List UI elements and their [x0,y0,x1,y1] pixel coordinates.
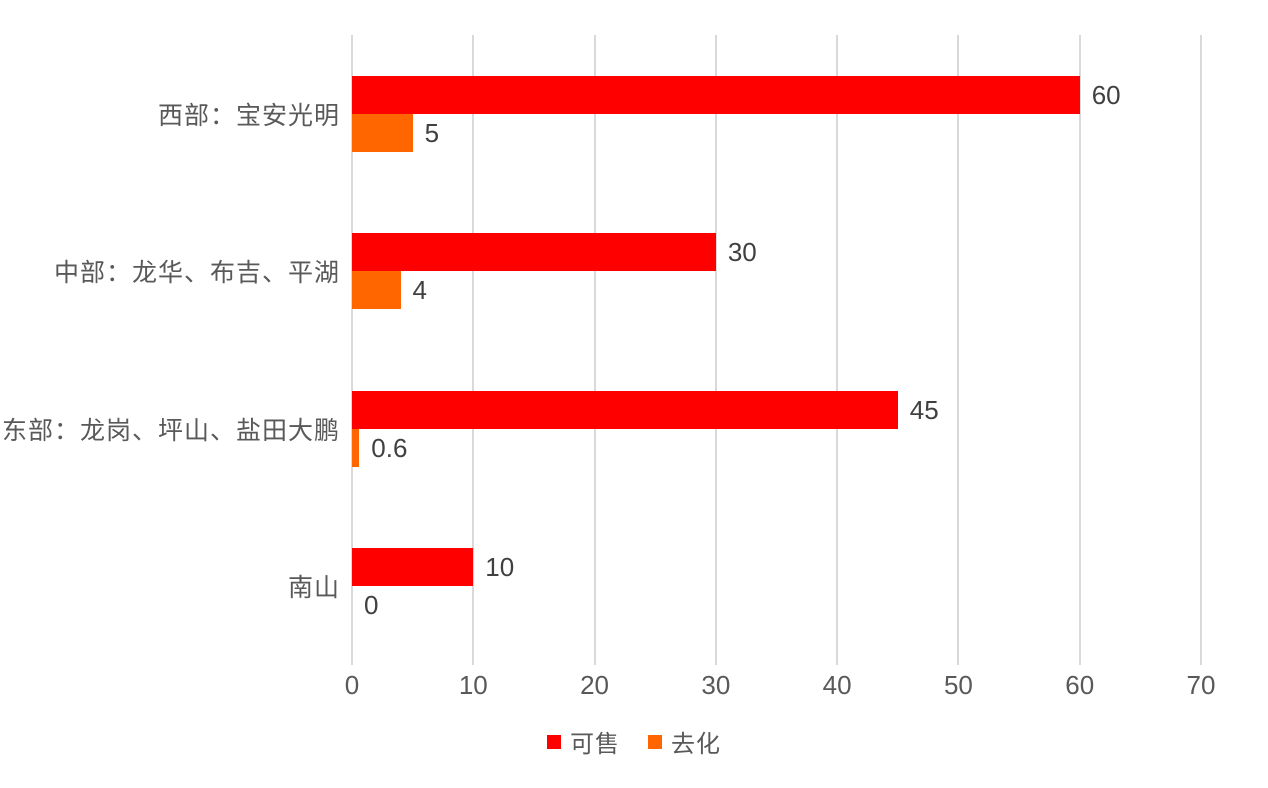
x-tick-label: 0 [344,670,360,700]
gridline [1078,35,1081,665]
x-tick-label: 10 [458,670,488,700]
x-tick-label: 50 [943,670,973,700]
data-label: 45 [909,394,939,425]
x-tick-label: 60 [1065,670,1095,700]
bar-absorption [352,271,401,310]
gridline [472,35,475,665]
data-label: 60 [1091,79,1121,110]
data-label: 30 [727,237,757,268]
gridline [1200,35,1202,665]
bar-absorption [352,428,360,467]
data-label: 5 [424,117,440,148]
x-tick-label: 40 [822,670,852,700]
legend: 可售 去化 [0,724,1268,759]
gridline [714,35,717,665]
category-label: 中部：龙华、布吉、平湖 [53,260,340,288]
x-tick-label: 70 [1186,670,1216,700]
legend-swatch-available-icon [547,734,561,749]
category-label: 南山 [287,575,340,603]
data-label: 0 [364,590,379,621]
x-axis: 0 10 20 30 40 50 60 70 [0,670,1268,704]
plot-area: 60 5 30 4 45 0.6 10 0 [351,35,1202,665]
x-tick-label: 20 [580,670,610,700]
data-label: 0.6 [371,432,408,463]
bar-absorption [352,113,413,152]
gridline [351,35,353,665]
gridline [836,35,839,665]
legend-item-available: 可售 [547,724,620,759]
legend-label-absorption: 去化 [671,732,721,758]
bar-available [352,233,716,272]
legend-swatch-absorption-icon [648,734,662,749]
x-tick-label: 30 [701,670,731,700]
bar-available [352,75,1080,114]
legend-label-available: 可售 [570,732,620,758]
legend-item-absorption: 去化 [648,724,721,759]
data-label: 4 [412,275,427,306]
category-label: 西部：宝安光明 [157,102,340,130]
gridline [593,35,596,665]
bar-available [352,548,474,587]
category-label: 东部：龙岗、坪山、盐田大鹏 [1,417,340,445]
data-label: 10 [485,552,515,583]
bar-available [352,390,898,429]
gridline [957,35,960,665]
